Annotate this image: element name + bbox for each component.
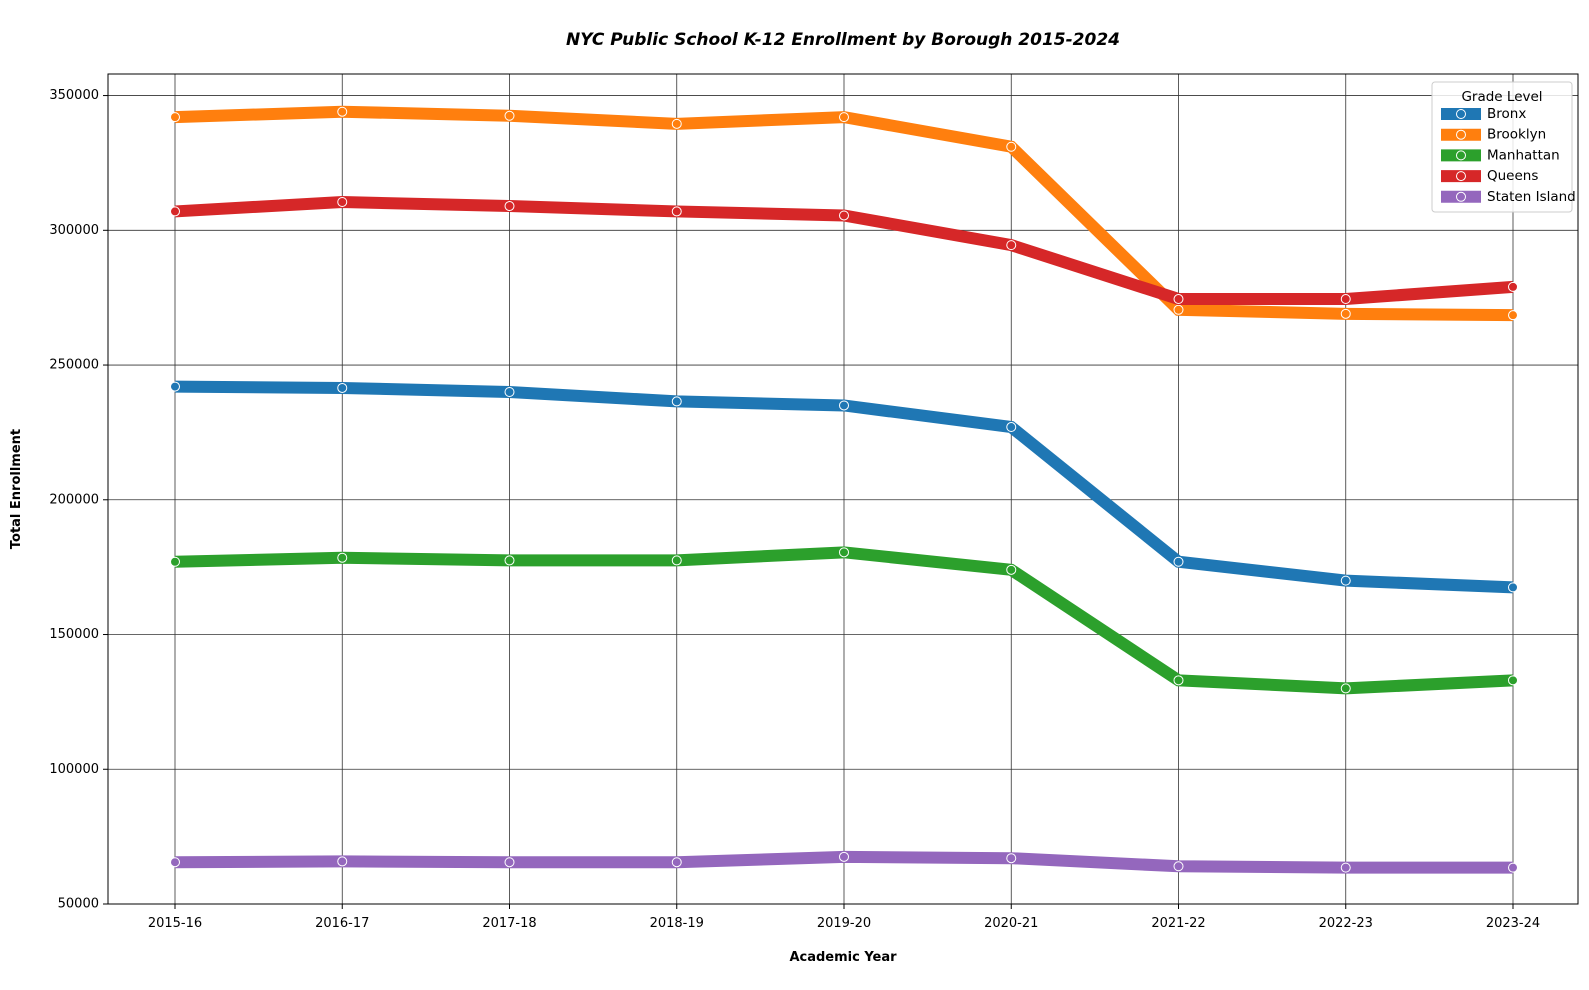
y-tick-label: 200000: [49, 492, 99, 507]
data-point-bronx: [1173, 556, 1184, 567]
y-tick-label: 250000: [49, 358, 99, 373]
y-tick-label: 350000: [49, 88, 99, 103]
data-point-bronx: [504, 386, 515, 397]
data-point-staten-island: [839, 851, 849, 862]
data-point-staten-island: [504, 857, 515, 868]
legend-label: Bronx: [1487, 106, 1526, 122]
data-point-manhattan: [1340, 683, 1351, 694]
data-point-staten-island: [671, 857, 682, 868]
legend-item-brooklyn: Brooklyn: [1441, 127, 1546, 143]
y-tick-label: 300000: [49, 223, 99, 238]
data-point-staten-island: [170, 857, 180, 868]
data-point-queens: [504, 201, 515, 212]
data-point-brooklyn: [170, 112, 180, 123]
series-layer: [170, 105, 1518, 874]
data-point-brooklyn: [504, 110, 515, 121]
legend-title: Grade Level: [1461, 89, 1542, 105]
x-tick-label: 2019-20: [817, 916, 871, 931]
x-tick-label: 2022-23: [1319, 916, 1373, 931]
data-point-manhattan: [1508, 675, 1518, 686]
legend-marker: [1456, 191, 1466, 202]
legend-label: Manhattan: [1487, 147, 1560, 163]
data-point-queens: [337, 197, 348, 208]
data-point-brooklyn: [337, 106, 348, 117]
x-axis-label: Academic Year: [789, 950, 897, 965]
legend-marker: [1456, 150, 1466, 161]
data-point-brooklyn: [1340, 308, 1351, 319]
y-tick-label: 50000: [58, 897, 99, 912]
data-point-queens: [1508, 281, 1518, 292]
data-point-bronx: [1006, 422, 1017, 433]
data-point-staten-island: [1173, 861, 1184, 872]
data-point-brooklyn: [1006, 141, 1017, 152]
data-point-queens: [1006, 240, 1017, 251]
series-bronx: [170, 380, 1518, 594]
data-point-manhattan: [504, 555, 515, 566]
legend-marker: [1456, 109, 1466, 119]
x-tick-label: 2023-24: [1486, 916, 1540, 931]
legend-item-manhattan: Manhattan: [1441, 147, 1560, 163]
data-point-manhattan: [1006, 564, 1017, 575]
data-point-staten-island: [1340, 862, 1351, 873]
data-point-brooklyn: [839, 112, 849, 123]
data-point-manhattan: [671, 555, 682, 566]
legend-label: Brooklyn: [1487, 127, 1546, 143]
series-manhattan: [170, 546, 1518, 695]
data-point-brooklyn: [1508, 310, 1518, 321]
legend-item-queens: Queens: [1441, 168, 1538, 184]
legend-marker: [1456, 129, 1466, 140]
legend-items: Bronx Brooklyn Manhattan Queens Staten Islan…: [1441, 106, 1576, 205]
legend-marker: [1456, 171, 1466, 182]
data-point-brooklyn: [1173, 304, 1184, 315]
x-tick-label: 2021-22: [1151, 916, 1205, 931]
data-point-queens: [671, 206, 682, 217]
data-point-bronx: [1340, 575, 1351, 586]
plot-frame: [107, 73, 1579, 905]
x-tick-label: 2018-19: [650, 916, 704, 931]
data-point-queens: [1173, 294, 1184, 305]
x-tick-label: 2015-16: [148, 916, 202, 931]
legend: Grade Level Bronx Brooklyn Manhattan Queens…: [1431, 81, 1576, 213]
data-point-manhattan: [170, 556, 180, 567]
data-point-bronx: [671, 396, 682, 407]
x-tick-label: 2020-21: [984, 916, 1038, 931]
series-staten-island: [170, 850, 1518, 874]
y-tick-label: 150000: [49, 627, 99, 642]
legend-item-bronx: Bronx: [1441, 106, 1526, 122]
data-point-staten-island: [1006, 853, 1017, 864]
data-point-queens: [839, 210, 849, 221]
data-point-bronx: [839, 400, 849, 411]
x-ticks: 2015-16 2016-17 2017-18 2018-19 2019-20 2020-…: [148, 904, 1540, 931]
data-point-queens: [170, 206, 180, 217]
series-brooklyn: [170, 105, 1518, 322]
y-axis-label: Total Enrollment: [9, 429, 24, 549]
x-tick-label: 2016-17: [315, 916, 369, 931]
data-point-manhattan: [337, 552, 348, 563]
data-point-staten-island: [1508, 862, 1518, 873]
data-point-manhattan: [1173, 675, 1184, 686]
data-point-bronx: [170, 381, 180, 392]
series-queens: [170, 195, 1518, 306]
data-point-bronx: [1508, 582, 1518, 593]
legend-label: Queens: [1487, 168, 1538, 184]
y-tick-label: 100000: [49, 762, 99, 777]
y-ticks: 50000 100000 150000 200000 250000 300000 35000…: [49, 88, 108, 912]
data-point-queens: [1340, 294, 1351, 305]
data-point-bronx: [337, 382, 348, 393]
x-tick-label: 2017-18: [482, 916, 536, 931]
legend-item-staten-island: Staten Island: [1441, 189, 1576, 205]
data-point-brooklyn: [671, 118, 682, 129]
chart-title: NYC Public School K-12 Enrollment by Bor…: [566, 30, 1120, 50]
data-point-staten-island: [337, 856, 348, 867]
data-point-manhattan: [839, 547, 849, 558]
legend-label: Staten Island: [1487, 189, 1576, 205]
